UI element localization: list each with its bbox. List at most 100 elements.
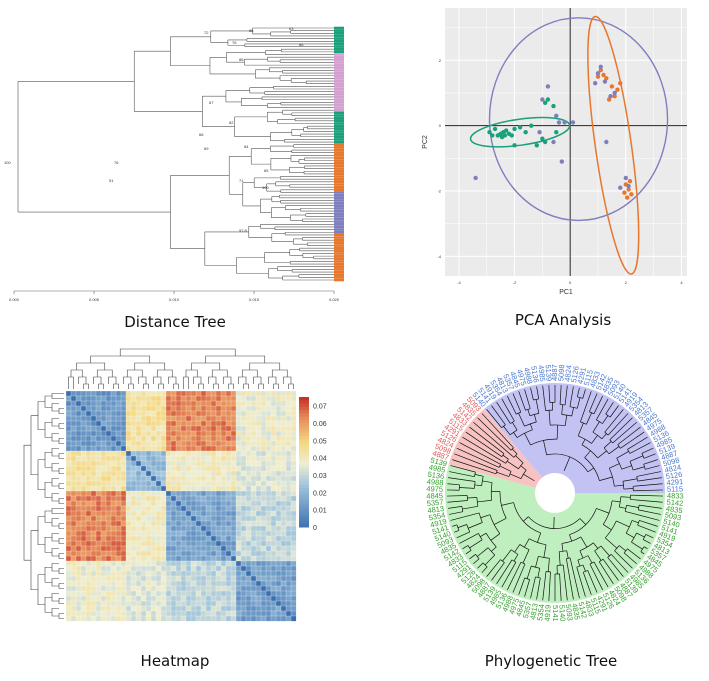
- heatmap-cell: [290, 440, 297, 447]
- heatmap-cell: [240, 430, 247, 437]
- heatmap-cell: [265, 555, 272, 562]
- heatmap-cell: [270, 480, 277, 487]
- heatmap-cell: [290, 425, 297, 432]
- pca-point-orange: [595, 74, 601, 79]
- heatmap-cell: [220, 390, 227, 397]
- heatmap-cell: [175, 505, 182, 512]
- heatmap-cell: [145, 550, 152, 557]
- heatmap-cell: [275, 515, 282, 522]
- heatmap-cell: [110, 440, 117, 447]
- heatmap-cell: [100, 560, 107, 567]
- heatmap-cell: [100, 440, 107, 447]
- heatmap-cell: [270, 550, 277, 557]
- heatmap-cell: [95, 480, 102, 487]
- heatmap-cell: [125, 545, 132, 552]
- phylo-internal-arc: [637, 520, 640, 526]
- phylo-tip-branch: [486, 559, 501, 577]
- heatmap-cell: [175, 470, 182, 477]
- heatmap-cell: [150, 465, 157, 472]
- heatmap-cell: [160, 400, 167, 407]
- heatmap-cell: [105, 580, 112, 587]
- heatmap-cell: [90, 455, 97, 462]
- heatmap-row-dendrogram: [37, 516, 45, 546]
- phylo-tip-branch: [637, 477, 662, 482]
- heatmap-cell: [205, 410, 212, 417]
- phylo-internal-branch: [631, 520, 639, 524]
- colorbar-segment: [299, 517, 309, 521]
- heatmap-cell: [150, 535, 157, 542]
- heatmap-cell: [95, 430, 102, 437]
- phylo-tip-branch: [589, 393, 598, 412]
- colorbar-segment: [299, 484, 309, 489]
- heatmap-cell: [225, 590, 232, 597]
- heatmap-cell: [115, 470, 122, 477]
- heatmap-cell: [175, 445, 182, 452]
- tree-leaf-label: [334, 185, 344, 189]
- heatmap-cell: [270, 445, 277, 452]
- heatmap-cell: [205, 555, 212, 562]
- heatmap-cell: [170, 395, 177, 402]
- heatmap-cell: [185, 430, 192, 437]
- heatmap-cell: [275, 535, 282, 542]
- phylo-internal-arc: [478, 533, 483, 540]
- heatmap-cell: [205, 450, 212, 457]
- heatmap-cell: [280, 430, 287, 437]
- heatmap-cell: [205, 610, 212, 617]
- phylo-internal-branch: [618, 545, 626, 552]
- heatmap-cell: [165, 585, 172, 592]
- heatmap-cell: [145, 475, 152, 482]
- heatmap-cell: [85, 565, 92, 572]
- phylo-tip-label: 4835: [570, 603, 582, 621]
- heatmap-cell: [180, 505, 187, 512]
- colorbar-segment: [299, 406, 309, 411]
- phylo-tip-branch: [582, 389, 586, 399]
- phylo-internal-branch: [523, 516, 529, 522]
- heatmap-cell: [65, 600, 72, 607]
- heatmap-cell: [115, 495, 122, 502]
- heatmap-cell: [245, 460, 252, 467]
- heatmap-cell: [65, 440, 72, 447]
- phylo-internal-branch: [484, 554, 496, 566]
- heatmap-cell: [110, 610, 117, 617]
- heatmap-cell: [115, 515, 122, 522]
- heatmap-cell: [175, 550, 182, 557]
- heatmap-cell: [130, 555, 137, 562]
- heatmap-cell: [225, 615, 232, 622]
- pca-point-purple: [595, 71, 601, 76]
- heatmap-cell: [160, 580, 167, 587]
- heatmap-cell: [160, 465, 167, 472]
- heatmap-cell: [235, 600, 242, 607]
- phylo-tip-branch: [562, 564, 568, 601]
- heatmap-cell: [165, 615, 172, 622]
- heatmap-cell: [275, 480, 282, 487]
- heatmap-cell: [180, 430, 187, 437]
- heatmap-cell: [205, 540, 212, 547]
- heatmap-cell: [290, 400, 297, 407]
- heatmap-col-dendrogram: [208, 376, 217, 384]
- heatmap-cell: [115, 610, 122, 617]
- heatmap-cell: [110, 595, 117, 602]
- heatmap-cell: [185, 415, 192, 422]
- heatmap-cell: [190, 545, 197, 552]
- colorbar-segment: [299, 403, 309, 408]
- heatmap-cell: [255, 440, 262, 447]
- heatmap-cell: [145, 575, 152, 582]
- heatmap-cell: [215, 560, 222, 567]
- heatmap-cell: [290, 475, 297, 482]
- heatmap-cell: [175, 435, 182, 442]
- heatmap-cell: [185, 550, 192, 557]
- heatmap-cell: [210, 550, 217, 557]
- heatmap-cell: [135, 425, 142, 432]
- phylo-tip-branch: [580, 391, 592, 423]
- heatmap-cell: [155, 510, 162, 517]
- heatmap-cell: [195, 440, 202, 447]
- heatmap-cell: [95, 425, 102, 432]
- heatmap-cell: [230, 460, 237, 467]
- heatmap-cell: [125, 460, 132, 467]
- heatmap-cell: [120, 505, 127, 512]
- heatmap-cell: [170, 405, 177, 412]
- heatmap-cell: [95, 610, 102, 617]
- heatmap-cell: [135, 390, 142, 397]
- heatmap-cell: [255, 545, 262, 552]
- heatmap-cell: [285, 580, 292, 587]
